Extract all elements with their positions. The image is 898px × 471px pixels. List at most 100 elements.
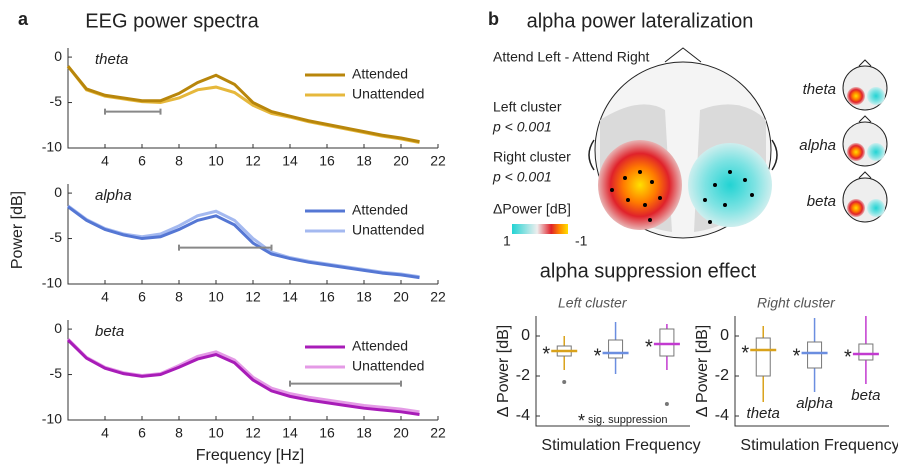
head-nose (858, 115, 872, 123)
topomap-title: alpha power lateralization (527, 10, 754, 32)
band-label: theta (95, 51, 128, 68)
significance-marker: * (741, 342, 749, 364)
y-tick-label: 0 (720, 327, 729, 344)
x-tick-label: 8 (175, 425, 183, 441)
x-tick-label: 6 (138, 425, 146, 441)
line (66, 65, 420, 144)
outlier (664, 402, 669, 406)
significance-marker: * (594, 345, 602, 367)
p-value: p < 0.001 (492, 169, 552, 185)
y-tick-label: 0 (54, 320, 62, 336)
x-tick-label: 4 (101, 425, 109, 441)
y-tick-label: -10 (42, 411, 62, 427)
x-tick-label: 16 (319, 289, 335, 305)
chart-title: EEG power spectra (85, 10, 259, 32)
x-tick-label: 18 (356, 289, 372, 305)
significance-marker: * (844, 346, 852, 368)
x-tick-label: 12 (245, 289, 261, 305)
x-tick-label: 4 (101, 289, 109, 305)
contrast-label: Attend Left - Attend Right (493, 49, 650, 65)
axis (535, 316, 690, 427)
y-tick-label: 0 (521, 327, 530, 344)
note: sig. suppression (588, 414, 668, 426)
y-tick-label: -2 (715, 367, 729, 384)
p-value: p < 0.001 (492, 119, 552, 135)
y-tick-label: -10 (42, 275, 62, 291)
band-label: beta (807, 193, 836, 210)
blob (847, 199, 865, 217)
significance-marker: * (645, 336, 653, 358)
line (66, 338, 420, 417)
line (67, 205, 420, 280)
category-label: beta (851, 387, 880, 404)
significance-marker: * (542, 343, 550, 365)
x-tick-label: 4 (101, 153, 109, 169)
category-label: theta (747, 405, 780, 422)
x-tick-label: 12 (245, 425, 261, 441)
legend-label: Unattended (352, 222, 424, 238)
panel-label: b (488, 9, 499, 29)
band-label: theta (803, 81, 836, 98)
axis (734, 316, 889, 427)
x-tick-label: 14 (282, 425, 298, 441)
blob (867, 143, 885, 161)
x-tick-label: 22 (430, 289, 446, 305)
x-tick-label: 10 (208, 425, 224, 441)
x-tick-label: 6 (138, 153, 146, 169)
x-tick-label: 14 (282, 289, 298, 305)
x-tick-label: 10 (208, 289, 224, 305)
legend-label: Unattended (352, 86, 424, 102)
y-tick-label: -2 (516, 367, 530, 384)
y-tick-label: 0 (54, 48, 62, 64)
x-tick-label: 14 (282, 153, 298, 169)
subtitle: Left cluster (558, 295, 628, 311)
x-tick-label: 12 (245, 153, 261, 169)
box (659, 328, 675, 357)
band-label: alpha (95, 187, 132, 204)
colorbar (512, 224, 568, 234)
x-tick-label: 18 (356, 425, 372, 441)
x-tick-label: 8 (175, 289, 183, 305)
x-tick-label: 22 (430, 425, 446, 441)
colorbar-tick-label: -1 (575, 233, 588, 249)
y-axis-label: Power [dB] (9, 191, 26, 269)
x-tick-label: 6 (138, 289, 146, 305)
head-nose (858, 171, 872, 179)
band-label: alpha (799, 137, 836, 154)
x-tick-label: 18 (356, 153, 372, 169)
y-tick-label: -5 (50, 365, 63, 381)
note-symbol: * (578, 411, 585, 431)
box (807, 341, 823, 369)
x-axis-label: Stimulation Frequency (740, 437, 898, 454)
x-axis-label: Stimulation Frequency (541, 437, 700, 454)
blob (847, 143, 865, 161)
x-tick-label: 20 (393, 289, 409, 305)
x-tick-label: 22 (430, 153, 446, 169)
legend-label: Attended (352, 338, 408, 354)
outlier (562, 380, 567, 384)
cluster-label: Left cluster (493, 99, 562, 115)
chart-title: alpha suppression effect (540, 260, 757, 282)
legend-label: Attended (352, 202, 408, 218)
subtitle: Right cluster (757, 295, 836, 311)
colorbar-label: ΔPower [dB] (493, 201, 571, 217)
y-tick-label: -10 (42, 139, 62, 155)
significance-marker: * (793, 345, 801, 367)
x-tick-label: 20 (393, 153, 409, 169)
band-label: beta (95, 323, 124, 340)
y-tick-label: -4 (715, 407, 729, 424)
box (755, 337, 771, 377)
colorbar-tick-label: 1 (503, 233, 511, 249)
x-tick-label: 16 (319, 425, 335, 441)
cluster-label: Right cluster (493, 149, 571, 165)
legend-label: Unattended (352, 358, 424, 374)
small-topomaps (842, 59, 888, 223)
box (858, 343, 874, 361)
x-tick-label: 8 (175, 153, 183, 169)
y-axis-label: Δ Power [dB] (694, 325, 711, 418)
head-nose (858, 59, 872, 67)
y-tick-label: 0 (54, 184, 62, 200)
box (608, 339, 624, 359)
